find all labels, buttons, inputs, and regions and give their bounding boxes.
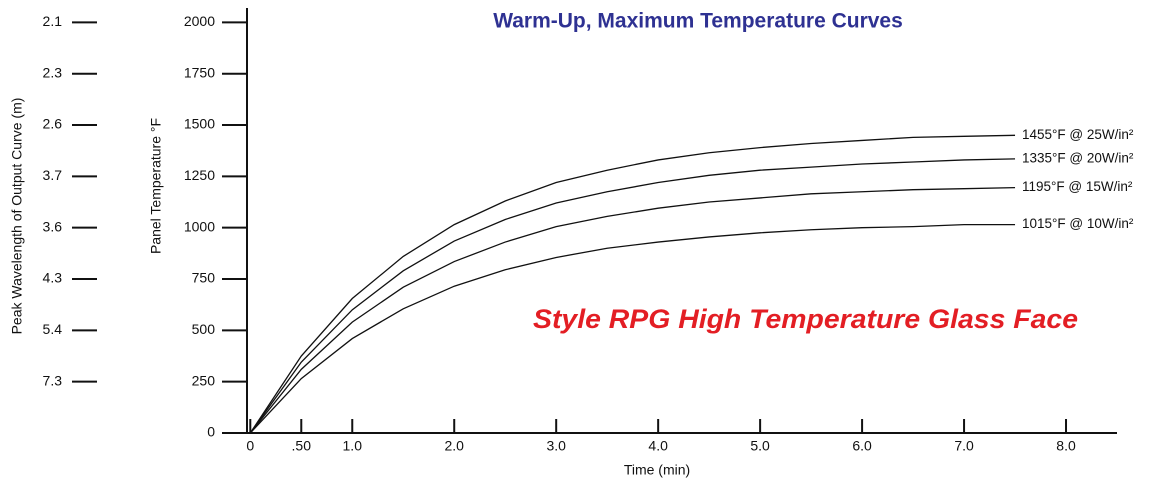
x-axis-label: Time (min) bbox=[624, 462, 690, 478]
y-tick-label: 1000 bbox=[184, 218, 215, 234]
y-tick-label: 0 bbox=[207, 424, 215, 440]
y-tick-label: 1250 bbox=[184, 167, 215, 183]
x-tick-label: 5.0 bbox=[750, 438, 770, 454]
x-tick-label: 2.0 bbox=[444, 438, 464, 454]
series-label: 1455°F @ 25W/in² bbox=[1022, 127, 1134, 142]
y2-tick-label: 7.3 bbox=[43, 372, 63, 388]
y-tick-label: 2000 bbox=[184, 13, 215, 29]
x-tick-label: 6.0 bbox=[852, 438, 872, 454]
x-tick-label: .50 bbox=[292, 438, 312, 454]
chart-title: Warm-Up, Maximum Temperature Curves bbox=[493, 10, 903, 33]
y-tick-label: 500 bbox=[192, 321, 216, 337]
y2-tick-label: 2.1 bbox=[43, 13, 63, 29]
series-label: 1015°F @ 10W/in² bbox=[1022, 216, 1134, 231]
y2-tick-label: 3.6 bbox=[43, 218, 63, 234]
x-tick-label: 3.0 bbox=[546, 438, 566, 454]
y-tick-label: 1750 bbox=[184, 64, 215, 80]
annotation: Style RPG High Temperature Glass Face bbox=[533, 304, 1078, 334]
line-series bbox=[249, 187, 1016, 434]
y-axis-label: Panel Temperature °F bbox=[148, 118, 164, 254]
y-tick-label: 250 bbox=[192, 372, 216, 388]
x-tick-label: 1.0 bbox=[343, 438, 363, 454]
y-tick-label: 750 bbox=[192, 270, 216, 286]
y2-tick-label: 2.3 bbox=[43, 64, 63, 80]
y-tick-label: 1500 bbox=[184, 116, 215, 132]
line-series bbox=[249, 223, 1016, 434]
x-tick-label: 7.0 bbox=[954, 438, 974, 454]
y2-tick-label: 5.4 bbox=[43, 321, 63, 337]
line-series bbox=[249, 134, 1016, 434]
y2-tick-label: 2.6 bbox=[43, 116, 63, 132]
x-tick-label: 0 bbox=[246, 438, 254, 454]
x-tick-label: 8.0 bbox=[1056, 438, 1076, 454]
y2-axis-label: Peak Wavelength of Output Curve (m) bbox=[9, 98, 25, 335]
line-series bbox=[249, 158, 1016, 434]
series-label: 1335°F @ 20W/in² bbox=[1022, 150, 1134, 165]
y2-tick-label: 3.7 bbox=[43, 167, 63, 183]
series-label: 1195°F @ 15W/in² bbox=[1022, 179, 1133, 194]
x-tick-label: 4.0 bbox=[648, 438, 668, 454]
y2-tick-label: 4.3 bbox=[43, 270, 63, 286]
